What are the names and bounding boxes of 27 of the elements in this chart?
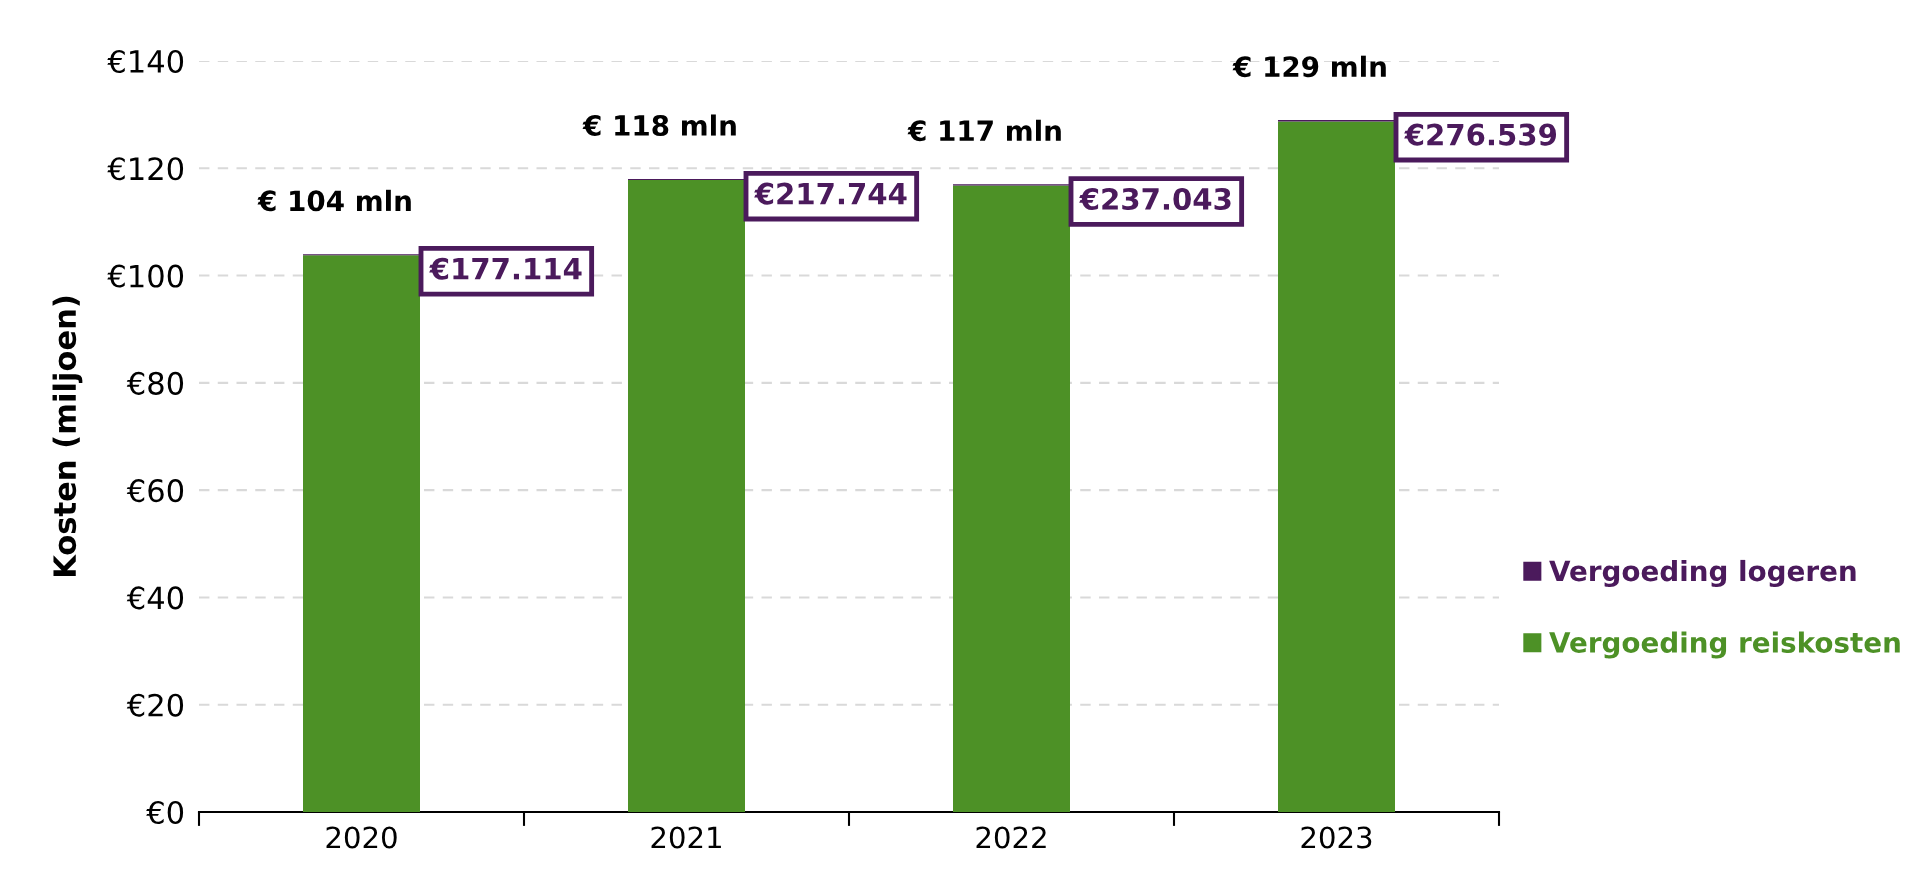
x-tick-label: 2023 (1301, 826, 1372, 849)
annotation: €217.744 (754, 182, 907, 205)
y-tick-label: €80 (126, 371, 184, 395)
x-tick-label: 2021 (651, 826, 721, 849)
total-label: € 104 mln (257, 189, 411, 212)
total-label: € 118 mln (582, 114, 736, 136)
total-label: € 117 mln (907, 119, 1061, 142)
x-tick-label: 2022 (976, 826, 1046, 849)
x-tick-label: 2020 (326, 826, 397, 849)
y-tick-label: €0 (146, 800, 184, 825)
total-label: € 129 mln (1232, 55, 1386, 78)
annotation: €237.043 (1079, 187, 1231, 211)
bar (628, 180, 745, 812)
y-tick-label: €60 (126, 479, 184, 503)
y-tick-label: €120 (107, 157, 184, 181)
y-tick-label: €20 (126, 693, 184, 717)
y-axis-title: Kosten (miljoen) (52, 296, 83, 577)
bar (303, 255, 420, 812)
y-tick-label: €140 (107, 49, 184, 74)
legend-label: Vergoeding logeren (1549, 559, 1856, 588)
annotation: €276.539 (1404, 123, 1557, 146)
annotation: €177.114 (429, 257, 582, 280)
bar (953, 185, 1070, 812)
y-tick-label: €100 (107, 264, 184, 288)
legend-label: Vergoeding reiskosten (1549, 631, 1900, 659)
y-tick-label: €40 (126, 586, 184, 610)
bar (1278, 121, 1395, 812)
